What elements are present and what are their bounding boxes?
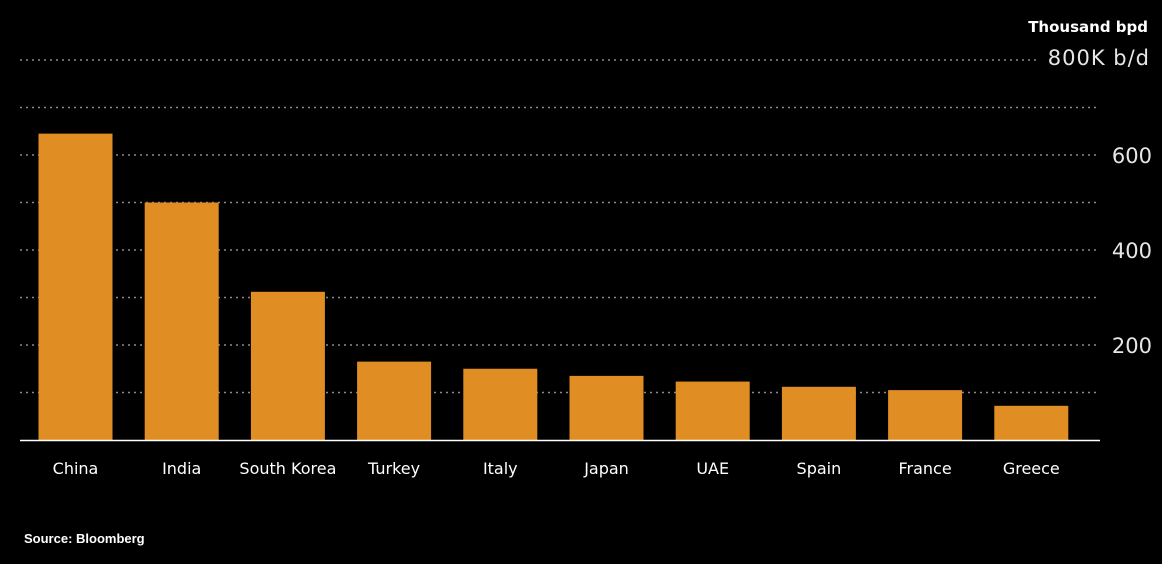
y-tick-label: 400: [1112, 239, 1152, 263]
x-tick-label: Greece: [1003, 459, 1060, 478]
bar-france: [888, 390, 963, 440]
x-tick-label: UAE: [696, 459, 729, 478]
x-tick-label: Japan: [583, 459, 629, 478]
bar-greece: [994, 405, 1069, 440]
bar-japan: [569, 375, 644, 440]
x-tick-label: China: [53, 459, 99, 478]
bar-india: [144, 202, 219, 440]
bar-turkey: [357, 361, 432, 440]
x-tick-label: Spain: [797, 459, 842, 478]
x-tick-label: Turkey: [367, 459, 420, 478]
x-tick-label: South Korea: [239, 459, 336, 478]
x-tick-label: France: [898, 459, 951, 478]
x-tick-label: India: [162, 459, 201, 478]
y-tick-label: 200: [1112, 334, 1152, 358]
bar-south-korea: [250, 291, 325, 440]
y-tick-label: 600: [1112, 144, 1152, 168]
x-tick-label: Italy: [483, 459, 518, 478]
bar-italy: [463, 368, 538, 440]
unit-label: Thousand bpd: [1028, 18, 1148, 36]
bar-china: [38, 133, 113, 440]
source-note: Source: Bloomberg: [24, 531, 145, 546]
bar-spain: [781, 386, 856, 440]
y-tick-label-top: 800K b/d: [1047, 46, 1150, 70]
bar-uae: [675, 381, 750, 440]
